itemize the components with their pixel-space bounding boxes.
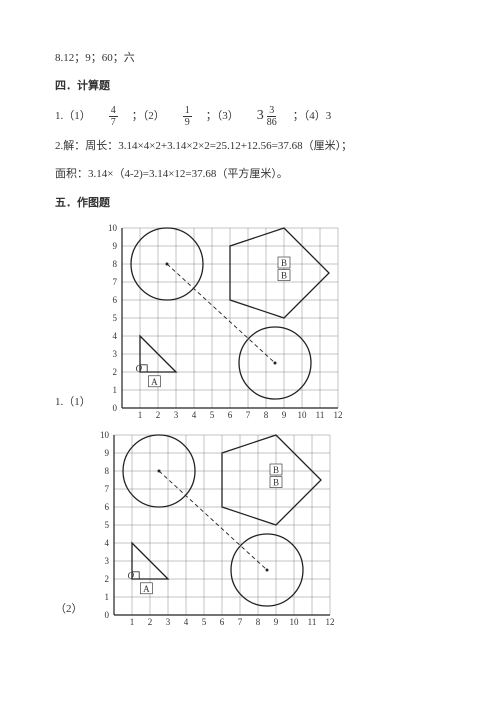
svg-text:10: 10 — [289, 617, 299, 625]
svg-text:0: 0 — [104, 610, 109, 620]
svg-text:4: 4 — [192, 410, 197, 418]
svg-text:1: 1 — [104, 592, 109, 602]
grid-diagram-1: 123456789101112012345678910AOBB — [97, 223, 347, 418]
svg-text:2: 2 — [156, 410, 161, 418]
calc-problem-2a: 2.解：周长：3.14×4×2+3.14×2×2=25.12+12.56=37.… — [55, 138, 445, 156]
calc-problem-2b: 面积：3.14×（4-2)=3.14×12=37.68（平方厘米）。 — [55, 166, 445, 184]
svg-text:4: 4 — [112, 331, 117, 341]
svg-text:7: 7 — [112, 277, 117, 287]
svg-text:A: A — [143, 584, 150, 594]
figure-2-row: （2） 123456789101112012345678910AOBB — [55, 430, 445, 625]
mixed-fraction: 3 3 86 — [257, 105, 279, 128]
figure-1-label: 1.（1） — [55, 394, 91, 412]
svg-text:2: 2 — [147, 617, 152, 625]
svg-text:5: 5 — [104, 520, 109, 530]
calc1-sep3: ；（3） — [206, 108, 239, 126]
svg-text:A: A — [151, 377, 158, 387]
svg-text:4: 4 — [183, 617, 188, 625]
svg-text:O: O — [127, 570, 134, 580]
grid-diagram-2: 123456789101112012345678910AOBB — [89, 430, 339, 625]
svg-text:1: 1 — [138, 410, 143, 418]
svg-text:12: 12 — [325, 617, 334, 625]
svg-text:B: B — [272, 478, 278, 488]
calc1-prefix: 1.（1） — [55, 108, 91, 126]
svg-text:4: 4 — [104, 538, 109, 548]
svg-text:B: B — [281, 258, 287, 268]
svg-text:9: 9 — [282, 410, 287, 418]
svg-text:10: 10 — [297, 410, 307, 418]
svg-text:12: 12 — [333, 410, 342, 418]
svg-text:6: 6 — [219, 617, 224, 625]
svg-text:3: 3 — [165, 617, 170, 625]
calc1-sep4: ；（4）3 — [293, 108, 332, 126]
svg-text:2: 2 — [112, 367, 117, 377]
svg-text:1: 1 — [129, 617, 134, 625]
svg-text:5: 5 — [201, 617, 206, 625]
svg-text:7: 7 — [104, 484, 109, 494]
section-4-title: 四．计算题 — [55, 78, 445, 96]
answer-line-8: 8.12；9；60；六 — [55, 50, 445, 68]
svg-text:8: 8 — [104, 466, 109, 476]
svg-text:11: 11 — [315, 410, 324, 418]
svg-text:8: 8 — [112, 259, 117, 269]
svg-text:8: 8 — [264, 410, 269, 418]
svg-text:6: 6 — [104, 502, 109, 512]
fraction-2: 1 9 — [183, 105, 192, 128]
svg-text:3: 3 — [174, 410, 179, 418]
fraction-1: 4 7 — [109, 105, 118, 128]
svg-text:5: 5 — [112, 313, 117, 323]
svg-text:B: B — [281, 271, 287, 281]
svg-text:6: 6 — [112, 295, 117, 305]
svg-text:7: 7 — [246, 410, 251, 418]
calc1-sep2: ；（2） — [132, 108, 165, 126]
svg-text:9: 9 — [104, 448, 109, 458]
svg-text:9: 9 — [112, 241, 117, 251]
svg-text:0: 0 — [112, 403, 117, 413]
calc-problem-1: 1.（1） 4 7 ；（2） 1 9 ；（3） 3 3 86 ；（4）3 — [55, 105, 445, 128]
svg-text:10: 10 — [108, 223, 118, 233]
svg-text:B: B — [272, 465, 278, 475]
svg-text:5: 5 — [210, 410, 215, 418]
svg-text:2: 2 — [104, 574, 109, 584]
svg-text:6: 6 — [228, 410, 233, 418]
svg-text:7: 7 — [237, 617, 242, 625]
svg-text:3: 3 — [104, 556, 109, 566]
svg-text:9: 9 — [273, 617, 278, 625]
svg-text:10: 10 — [100, 430, 110, 440]
svg-text:1: 1 — [112, 385, 117, 395]
svg-text:O: O — [135, 363, 142, 373]
figure-1-row: 1.（1） 123456789101112012345678910AOBB — [55, 223, 445, 418]
svg-text:11: 11 — [307, 617, 316, 625]
svg-text:3: 3 — [112, 349, 117, 359]
figure-2-label: （2） — [55, 601, 83, 619]
svg-text:8: 8 — [255, 617, 260, 625]
section-5-title: 五．作图题 — [55, 195, 445, 213]
